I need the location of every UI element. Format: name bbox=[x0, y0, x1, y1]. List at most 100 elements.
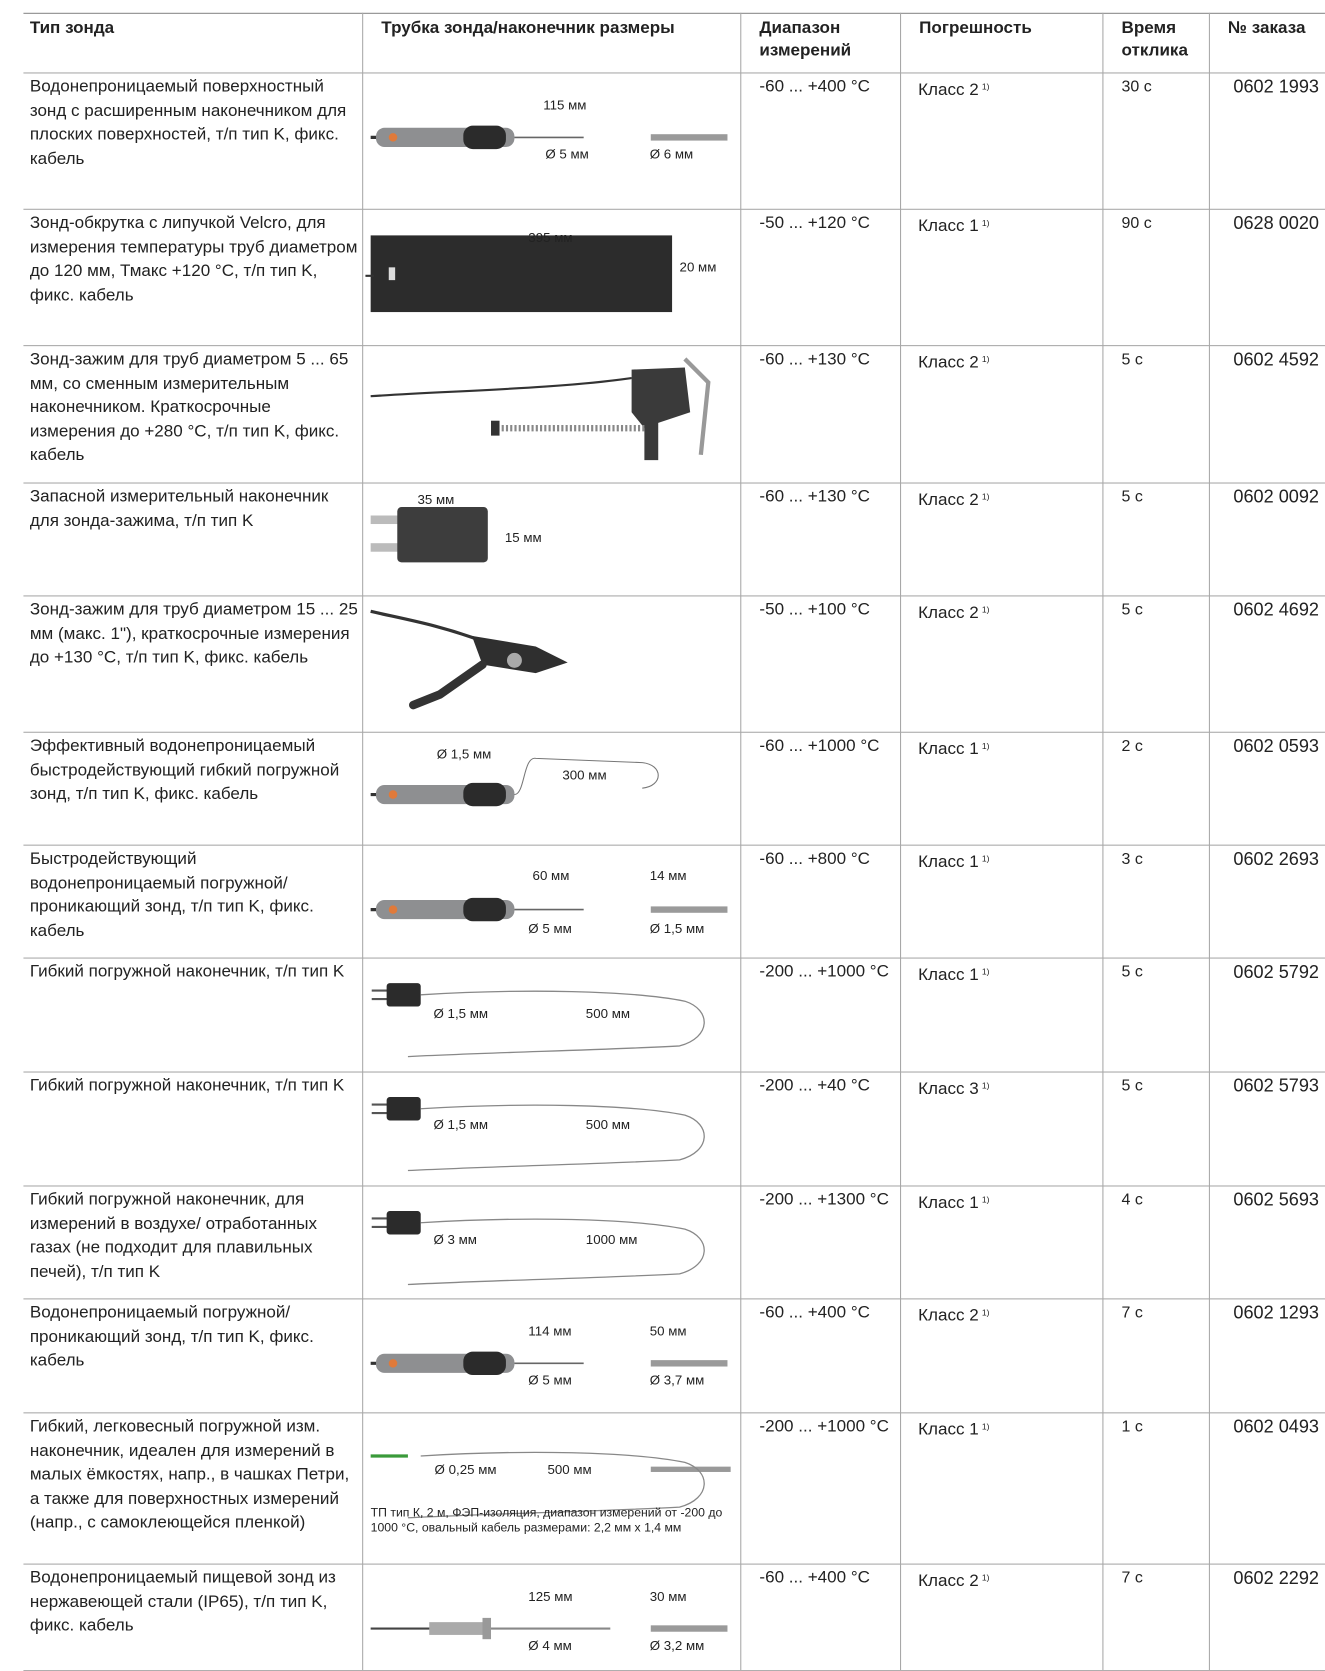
top-rule bbox=[23, 13, 1325, 14]
response-time: 5 с bbox=[1122, 486, 1143, 510]
column-header: Диапазон измерений bbox=[759, 17, 887, 62]
row-rule bbox=[23, 345, 1325, 346]
column-header: Погрешность bbox=[919, 17, 1089, 39]
order-number: 0602 5792 bbox=[1233, 961, 1319, 985]
order-number: 0602 2292 bbox=[1233, 1567, 1319, 1591]
response-time: 90 с bbox=[1122, 212, 1152, 236]
measurement-range: -60 ... +400 °C bbox=[759, 1567, 870, 1591]
accuracy-cell: Класс 11) bbox=[918, 961, 989, 988]
column-rule bbox=[362, 13, 363, 1670]
dimension-label: Ø 3 мм bbox=[433, 1232, 476, 1247]
order-number: 0602 2693 bbox=[1233, 848, 1319, 872]
response-time: 4 с bbox=[1122, 1189, 1143, 1213]
row-rule bbox=[23, 1298, 1325, 1299]
accuracy-footnote: 1) bbox=[982, 218, 990, 228]
row-rule bbox=[23, 482, 1325, 483]
probe-description: Эффективный водонепроницаемый быстродейс… bbox=[30, 735, 358, 807]
accuracy-footnote: 1) bbox=[982, 355, 990, 365]
dimension-label: 1000 мм bbox=[586, 1232, 638, 1247]
column-rule bbox=[1209, 13, 1210, 1670]
row-rule bbox=[23, 1412, 1325, 1413]
probe-illustration bbox=[365, 1416, 738, 1561]
probe-description: Водонепроницаемый поверхностный зонд с р… bbox=[30, 76, 358, 172]
accuracy-class: Класс 1 bbox=[918, 1194, 979, 1212]
accuracy-class: Класс 3 bbox=[918, 1080, 979, 1098]
row-rule bbox=[23, 209, 1325, 210]
measurement-range: -50 ... +100 °C bbox=[759, 599, 870, 623]
row-rule bbox=[23, 732, 1325, 733]
probe-note: ТП тип К, 2 м, ФЭП-изоляция, диапазон из… bbox=[371, 1506, 728, 1536]
dimension-label: Ø 1,5 мм bbox=[437, 747, 492, 762]
accuracy-cell: Класс 11) bbox=[918, 212, 989, 239]
accuracy-footnote: 1) bbox=[982, 1081, 990, 1091]
order-number: 0602 1293 bbox=[1233, 1302, 1319, 1326]
dimension-label: 500 мм bbox=[586, 1007, 630, 1022]
dimension-label: Ø 1,5 мм bbox=[650, 921, 705, 936]
probe-illustration bbox=[365, 76, 738, 206]
measurement-range: -200 ... +1300 °C bbox=[759, 1189, 889, 1213]
accuracy-footnote: 1) bbox=[982, 605, 990, 615]
probe-illustration bbox=[365, 1302, 738, 1410]
order-number: 0602 0593 bbox=[1233, 735, 1319, 759]
measurement-range: -200 ... +1000 °C bbox=[759, 1416, 889, 1440]
order-number: 0602 5793 bbox=[1233, 1075, 1319, 1099]
column-header: Тип зонда bbox=[30, 17, 350, 39]
accuracy-class: Класс 1 bbox=[918, 740, 979, 758]
dimension-label: 50 мм bbox=[650, 1324, 687, 1339]
accuracy-cell: Класс 11) bbox=[918, 735, 989, 762]
accuracy-footnote: 1) bbox=[982, 1308, 990, 1318]
probe-illustration bbox=[365, 735, 738, 842]
order-number: 0628 0020 bbox=[1233, 212, 1319, 236]
order-number: 0602 4692 bbox=[1233, 599, 1319, 623]
probe-description: Гибкий погружной наконечник, для измерен… bbox=[30, 1189, 358, 1285]
probe-illustration bbox=[365, 1075, 738, 1183]
accuracy-class: Класс 1 bbox=[918, 853, 979, 871]
measurement-range: -200 ... +40 °C bbox=[759, 1075, 870, 1099]
probe-description: Зонд-обкрутка с липучкой Velcro, для изм… bbox=[30, 212, 358, 308]
response-time: 30 с bbox=[1122, 76, 1152, 100]
probe-description: Водонепроницаемый пищевой зонд из нержав… bbox=[30, 1567, 358, 1639]
measurement-range: -50 ... +120 °C bbox=[759, 212, 870, 236]
probe-description: Гибкий погружной наконечник, т/п тип K bbox=[30, 1075, 358, 1099]
dimension-label: 15 мм bbox=[505, 530, 542, 545]
order-number: 0602 5693 bbox=[1233, 1189, 1319, 1213]
response-time: 5 с bbox=[1122, 1075, 1143, 1099]
accuracy-footnote: 1) bbox=[982, 1573, 990, 1583]
row-rule bbox=[23, 958, 1325, 959]
probe-illustration bbox=[365, 599, 738, 729]
accuracy-class: Класс 1 bbox=[918, 1421, 979, 1439]
accuracy-footnote: 1) bbox=[982, 492, 990, 502]
dimension-label: 125 мм bbox=[528, 1589, 572, 1604]
accuracy-class: Класс 2 bbox=[918, 354, 979, 372]
dimension-label: Ø 4 мм bbox=[528, 1638, 571, 1653]
row-rule bbox=[23, 1564, 1325, 1565]
column-rule bbox=[900, 13, 901, 1670]
probe-description: Запасной измерительный наконечник для зо… bbox=[30, 486, 358, 534]
dimension-label: Ø 3,7 мм bbox=[650, 1373, 705, 1388]
accuracy-footnote: 1) bbox=[982, 854, 990, 864]
measurement-range: -60 ... +1000 °C bbox=[759, 735, 879, 759]
probe-illustration bbox=[365, 348, 738, 479]
dimension-label: 500 мм bbox=[547, 1462, 591, 1477]
probe-description: Гибкий погружной наконечник, т/п тип K bbox=[30, 961, 358, 985]
response-time: 5 с bbox=[1122, 599, 1143, 623]
dimension-label: Ø 3,2 мм bbox=[650, 1638, 705, 1653]
measurement-range: -60 ... +400 °C bbox=[759, 1302, 870, 1326]
probe-table: Тип зондаТрубка зонда/наконечник размеры… bbox=[0, 0, 1325, 1670]
order-number: 0602 4592 bbox=[1233, 348, 1319, 372]
row-rule bbox=[23, 1185, 1325, 1186]
accuracy-footnote: 1) bbox=[982, 1422, 990, 1432]
column-rule bbox=[1102, 13, 1103, 1670]
probe-description: Водонепроницаемый погружной/ проникающий… bbox=[30, 1302, 358, 1374]
dimension-label: 35 мм bbox=[418, 492, 455, 507]
response-time: 5 с bbox=[1122, 348, 1143, 372]
response-time: 7 с bbox=[1122, 1567, 1143, 1591]
accuracy-footnote: 1) bbox=[982, 1195, 990, 1205]
dimension-label: 395 мм bbox=[528, 230, 572, 245]
